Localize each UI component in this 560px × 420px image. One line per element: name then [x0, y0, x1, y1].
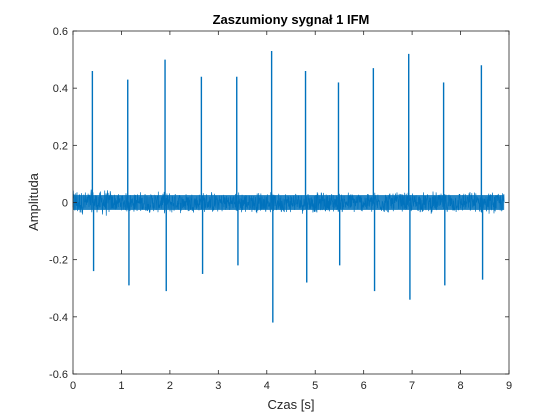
x-tick-label: 7 [409, 380, 415, 392]
y-tick-label: 0.4 [53, 83, 68, 95]
chart-title: Zaszumiony sygnał 1 IFM [213, 12, 370, 27]
x-tick-label: 0 [70, 380, 76, 392]
y-tick-label: -0.2 [49, 255, 68, 267]
series-signal [72, 51, 505, 323]
x-tick-label: 5 [312, 380, 318, 392]
x-tick-label: 8 [457, 380, 463, 392]
x-axis: 0 1 2 3 4 5 6 7 8 9 [70, 31, 512, 392]
x-tick-label: 9 [506, 380, 512, 392]
x-tick-label: 4 [264, 380, 270, 392]
x-tick-label: 2 [167, 380, 173, 392]
y-tick-label: 0.2 [53, 140, 68, 152]
y-tick-label: 0.6 [53, 26, 68, 38]
y-axis-label: Amplituda [26, 172, 41, 231]
x-tick-label: 6 [361, 380, 367, 392]
y-tick-label: 0 [62, 198, 68, 210]
plot-area [72, 30, 510, 375]
y-tick-label: -0.4 [49, 312, 68, 324]
y-axis: -0.6 -0.4 -0.2 0 0.2 0.4 0.6 [49, 26, 509, 381]
x-tick-label: 1 [118, 380, 124, 392]
y-tick-label: -0.6 [49, 369, 68, 381]
x-tick-label: 3 [215, 380, 221, 392]
signal-noise-band [73, 195, 505, 210]
x-axis-label: Czas [s] [268, 397, 315, 412]
